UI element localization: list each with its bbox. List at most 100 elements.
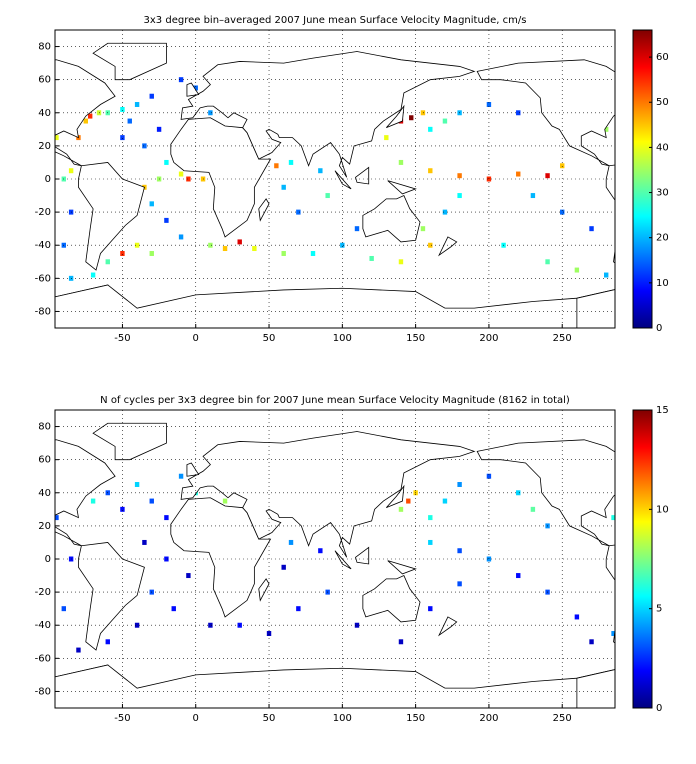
colorbar (632, 409, 653, 709)
cell (428, 606, 433, 612)
cell (134, 102, 140, 107)
y-tick-label: -60 (35, 273, 51, 284)
colorbar-tick-label: 5 (656, 604, 662, 615)
cell (288, 159, 294, 165)
colorbar-tick-label: 0 (656, 703, 662, 714)
cell (574, 614, 580, 620)
y-tick-label: -20 (35, 207, 51, 218)
cell (420, 110, 426, 116)
x-tick-label: 150 (406, 333, 425, 344)
cell (457, 581, 462, 587)
cell (428, 126, 433, 132)
cell (486, 102, 492, 107)
cell (457, 173, 462, 179)
x-tick-label: -50 (114, 333, 130, 344)
cell (428, 539, 433, 545)
cell (406, 498, 411, 504)
cell (208, 110, 213, 116)
colorbar-tick-label: 50 (656, 97, 669, 108)
y-tick-label: 80 (38, 42, 51, 53)
cell (149, 93, 154, 99)
cell (274, 163, 279, 169)
colorbar-tick-label: 60 (656, 52, 669, 63)
y-tick-label: -20 (35, 587, 51, 598)
cell (545, 173, 550, 179)
cell (442, 209, 448, 215)
cell (105, 639, 110, 645)
cell (142, 539, 147, 545)
cell (142, 143, 147, 149)
y-tick-label: -60 (35, 653, 51, 664)
x-tick-label: -50 (114, 713, 130, 724)
cell (186, 573, 191, 579)
cell (545, 259, 550, 265)
cell (178, 234, 184, 240)
y-tick-label: 0 (45, 554, 51, 565)
cell (325, 193, 330, 199)
cell (55, 135, 59, 141)
y-tick-label: 0 (45, 174, 51, 185)
cell (354, 226, 360, 232)
cell (178, 473, 184, 479)
colorbar-tick-label: 10 (656, 504, 669, 515)
cell (127, 118, 132, 124)
cell (457, 193, 462, 199)
cell (604, 126, 609, 132)
cell (252, 246, 257, 252)
chart-title: 3x3 degree bin–averaged 2007 June mean S… (144, 15, 527, 26)
colorbar-tick-label: 10 (656, 278, 669, 289)
x-tick-label: 250 (553, 333, 572, 344)
cell (516, 490, 521, 496)
cell (560, 163, 565, 169)
cell (296, 606, 301, 612)
cell (420, 226, 426, 232)
cell (589, 226, 594, 232)
cell (516, 110, 521, 116)
cell (186, 176, 191, 182)
cell (149, 498, 154, 504)
cell (222, 246, 228, 252)
colorbar-tick-label: 20 (656, 233, 669, 244)
cell (193, 85, 198, 91)
cell (120, 506, 125, 512)
cell (310, 251, 316, 256)
cell (178, 171, 184, 177)
cell (164, 515, 169, 521)
x-tick-label: 50 (263, 713, 276, 724)
cell (90, 272, 96, 278)
cell (134, 622, 140, 628)
colorbar-tick-label: 15 (656, 405, 669, 416)
cell (318, 548, 323, 554)
x-tick-label: 0 (193, 713, 199, 724)
cell (281, 564, 286, 570)
x-tick-label: 200 (479, 713, 498, 724)
cell (55, 515, 59, 521)
axes-frame (54, 409, 616, 709)
cell (398, 506, 404, 512)
y-tick-label: -40 (35, 240, 51, 251)
cell (149, 251, 154, 256)
cell (604, 272, 609, 278)
y-tick-label: 40 (38, 108, 51, 119)
cell (156, 126, 162, 132)
y-tick-label: -80 (35, 686, 51, 697)
cell (120, 251, 125, 256)
cell (369, 255, 374, 261)
cell (105, 259, 110, 265)
cell (208, 242, 213, 248)
y-tick-label: 60 (38, 455, 51, 466)
cell (318, 168, 323, 174)
cell (486, 473, 492, 479)
cell (164, 556, 169, 562)
cell (178, 77, 184, 83)
cell (589, 639, 594, 645)
colorbar (632, 29, 653, 329)
cell (516, 573, 521, 579)
y-tick-label: -40 (35, 620, 51, 631)
colorbar-tick-label: 30 (656, 188, 669, 199)
cell (457, 482, 462, 487)
cell (296, 209, 301, 215)
cell (354, 622, 360, 628)
cell (611, 515, 615, 521)
